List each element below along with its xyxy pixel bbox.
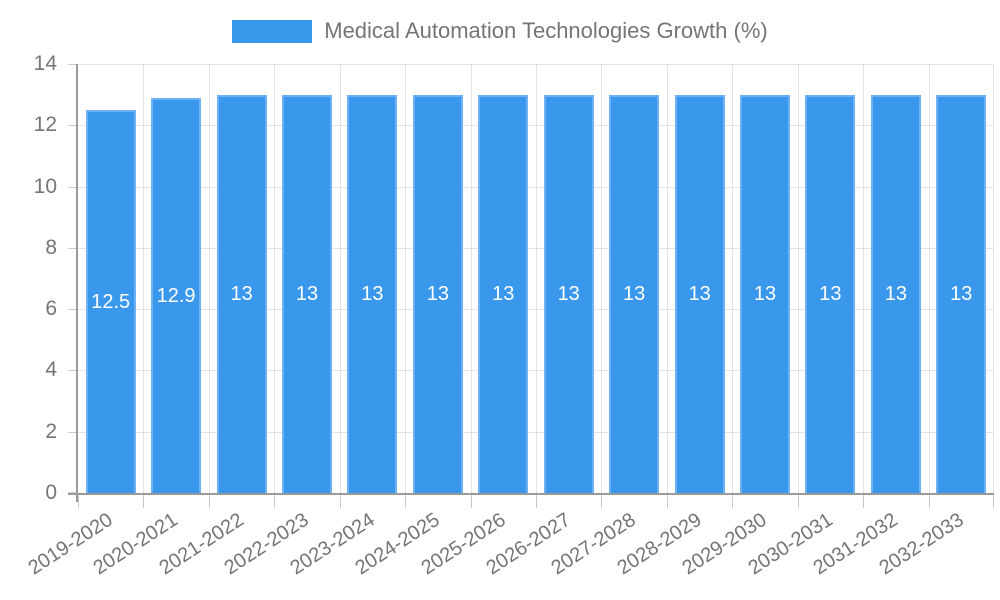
gridline-vertical (536, 64, 537, 493)
y-tick-mark (68, 492, 76, 493)
y-axis-tick-label: 14 (33, 52, 57, 75)
bar: 13 (936, 94, 987, 493)
x-axis-tick-label: 2020-2021 (89, 508, 183, 580)
bar-value-label: 13 (492, 283, 515, 306)
x-axis-tick-label: 2019-2020 (24, 508, 117, 580)
x-tick-mark (863, 495, 865, 508)
y-axis-tick-label: 12 (33, 113, 57, 137)
gridline-vertical (863, 64, 865, 493)
bar: 13 (543, 94, 594, 493)
x-tick-mark (339, 495, 341, 508)
bar-value-label: 13 (426, 283, 450, 306)
gridline-vertical (993, 64, 994, 493)
bar: 13 (347, 94, 398, 493)
x-tick-mark (78, 495, 79, 508)
y-axis-line (76, 64, 78, 502)
x-axis-tick-label: 2024-2025 (351, 508, 444, 580)
x-axis-tick-label: 2025-2026 (417, 508, 510, 580)
bar: 12.9 (151, 97, 202, 493)
x-tick-mark (797, 495, 799, 508)
bar: 13 (609, 94, 660, 493)
gridline-vertical (339, 64, 341, 493)
y-axis-tick-label: 2 (45, 419, 57, 443)
x-tick-mark (274, 495, 276, 508)
y-tick-mark (68, 431, 76, 433)
x-axis-tick-label: 2026-2027 (482, 508, 575, 580)
bar-value-label: 13 (557, 283, 580, 306)
gridline-vertical (208, 64, 210, 493)
y-tick-mark (68, 64, 76, 65)
x-tick-mark (666, 495, 668, 508)
legend-title: Medical Automation Technologies Growth (… (324, 18, 768, 43)
gridline-vertical (732, 64, 734, 493)
y-axis-tick-label: 10 (33, 174, 57, 198)
x-tick-mark (470, 495, 472, 508)
chart-legend: Medical Automation Technologies Growth (… (0, 18, 1000, 44)
bar-value-label: 13 (950, 283, 973, 306)
y-tick-mark (68, 186, 76, 188)
x-tick-mark (993, 495, 994, 508)
x-axis-line (68, 493, 994, 495)
gridline-vertical (470, 64, 472, 493)
bar-value-label: 13 (819, 283, 842, 306)
bar-value-label: 12.5 (91, 291, 131, 313)
gridline-vertical (928, 64, 930, 493)
y-tick-mark (68, 125, 76, 127)
bar: 12.5 (85, 110, 136, 493)
y-axis-tick-label: 8 (45, 235, 57, 259)
x-axis-labels: 2019-2020 2020-2021 2021-2022 2022-2023 2023… (24, 495, 994, 600)
y-tick-mark (68, 247, 76, 249)
bar: 13 (674, 94, 725, 493)
gridline-vertical (274, 64, 276, 493)
bar-value-label: 13 (295, 283, 319, 306)
y-tick-mark (68, 309, 76, 311)
x-axis-tick-label: 2022-2023 (220, 508, 313, 580)
gridline-vertical (797, 64, 799, 493)
x-axis-tick-label: 2021-2022 (155, 508, 248, 580)
bar-value-label: 13 (230, 283, 253, 306)
gridline-vertical (143, 64, 145, 493)
bar: 13 (740, 94, 790, 493)
x-tick-mark (208, 495, 210, 508)
plot-area: 0 2 4 6 8 10 12 14 12.5 12.9 13 13 13 13 13 13 13 13 13 13… (24, 52, 994, 579)
x-tick-mark (143, 495, 145, 508)
x-axis-tick-label: 2029-2030 (678, 508, 771, 580)
bar: 13 (478, 94, 529, 493)
y-axis-tick-label: 6 (45, 297, 57, 321)
gridline-vertical (666, 64, 668, 493)
bar-value-label: 13 (361, 283, 384, 306)
x-axis-tick-label: 2023-2024 (286, 508, 379, 580)
y-tick-mark (68, 370, 76, 372)
x-tick-mark (405, 495, 407, 508)
gridline-vertical (405, 64, 407, 493)
gridline-vertical (601, 64, 603, 493)
bar-value-label: 13 (688, 283, 711, 306)
bar-value-label: 12.9 (156, 284, 196, 307)
y-axis-tick-label: 0 (45, 481, 57, 504)
legend-swatch (232, 19, 313, 43)
y-axis-tick-label: 4 (45, 358, 57, 382)
bar: 13 (282, 94, 332, 493)
x-axis-tick-label: 2028-2029 (613, 508, 706, 580)
x-axis-tick-label: 2032-2033 (875, 508, 968, 580)
x-axis-tick-label: 2030-2031 (744, 508, 837, 580)
bar: 13 (805, 94, 856, 493)
x-tick-mark (601, 495, 603, 508)
bar: 13 (216, 94, 267, 493)
bar-value-label: 13 (753, 283, 777, 306)
bar-value-label: 13 (884, 283, 908, 306)
x-axis-tick-label: 2027-2028 (547, 508, 641, 580)
bar-value-label: 13 (622, 283, 646, 306)
bar: 13 (870, 94, 921, 493)
x-tick-mark (732, 495, 734, 508)
x-tick-mark (536, 495, 537, 508)
x-tick-mark (928, 495, 930, 508)
x-axis-tick-label: 2031-2032 (809, 508, 902, 580)
bar: 13 (412, 94, 463, 493)
